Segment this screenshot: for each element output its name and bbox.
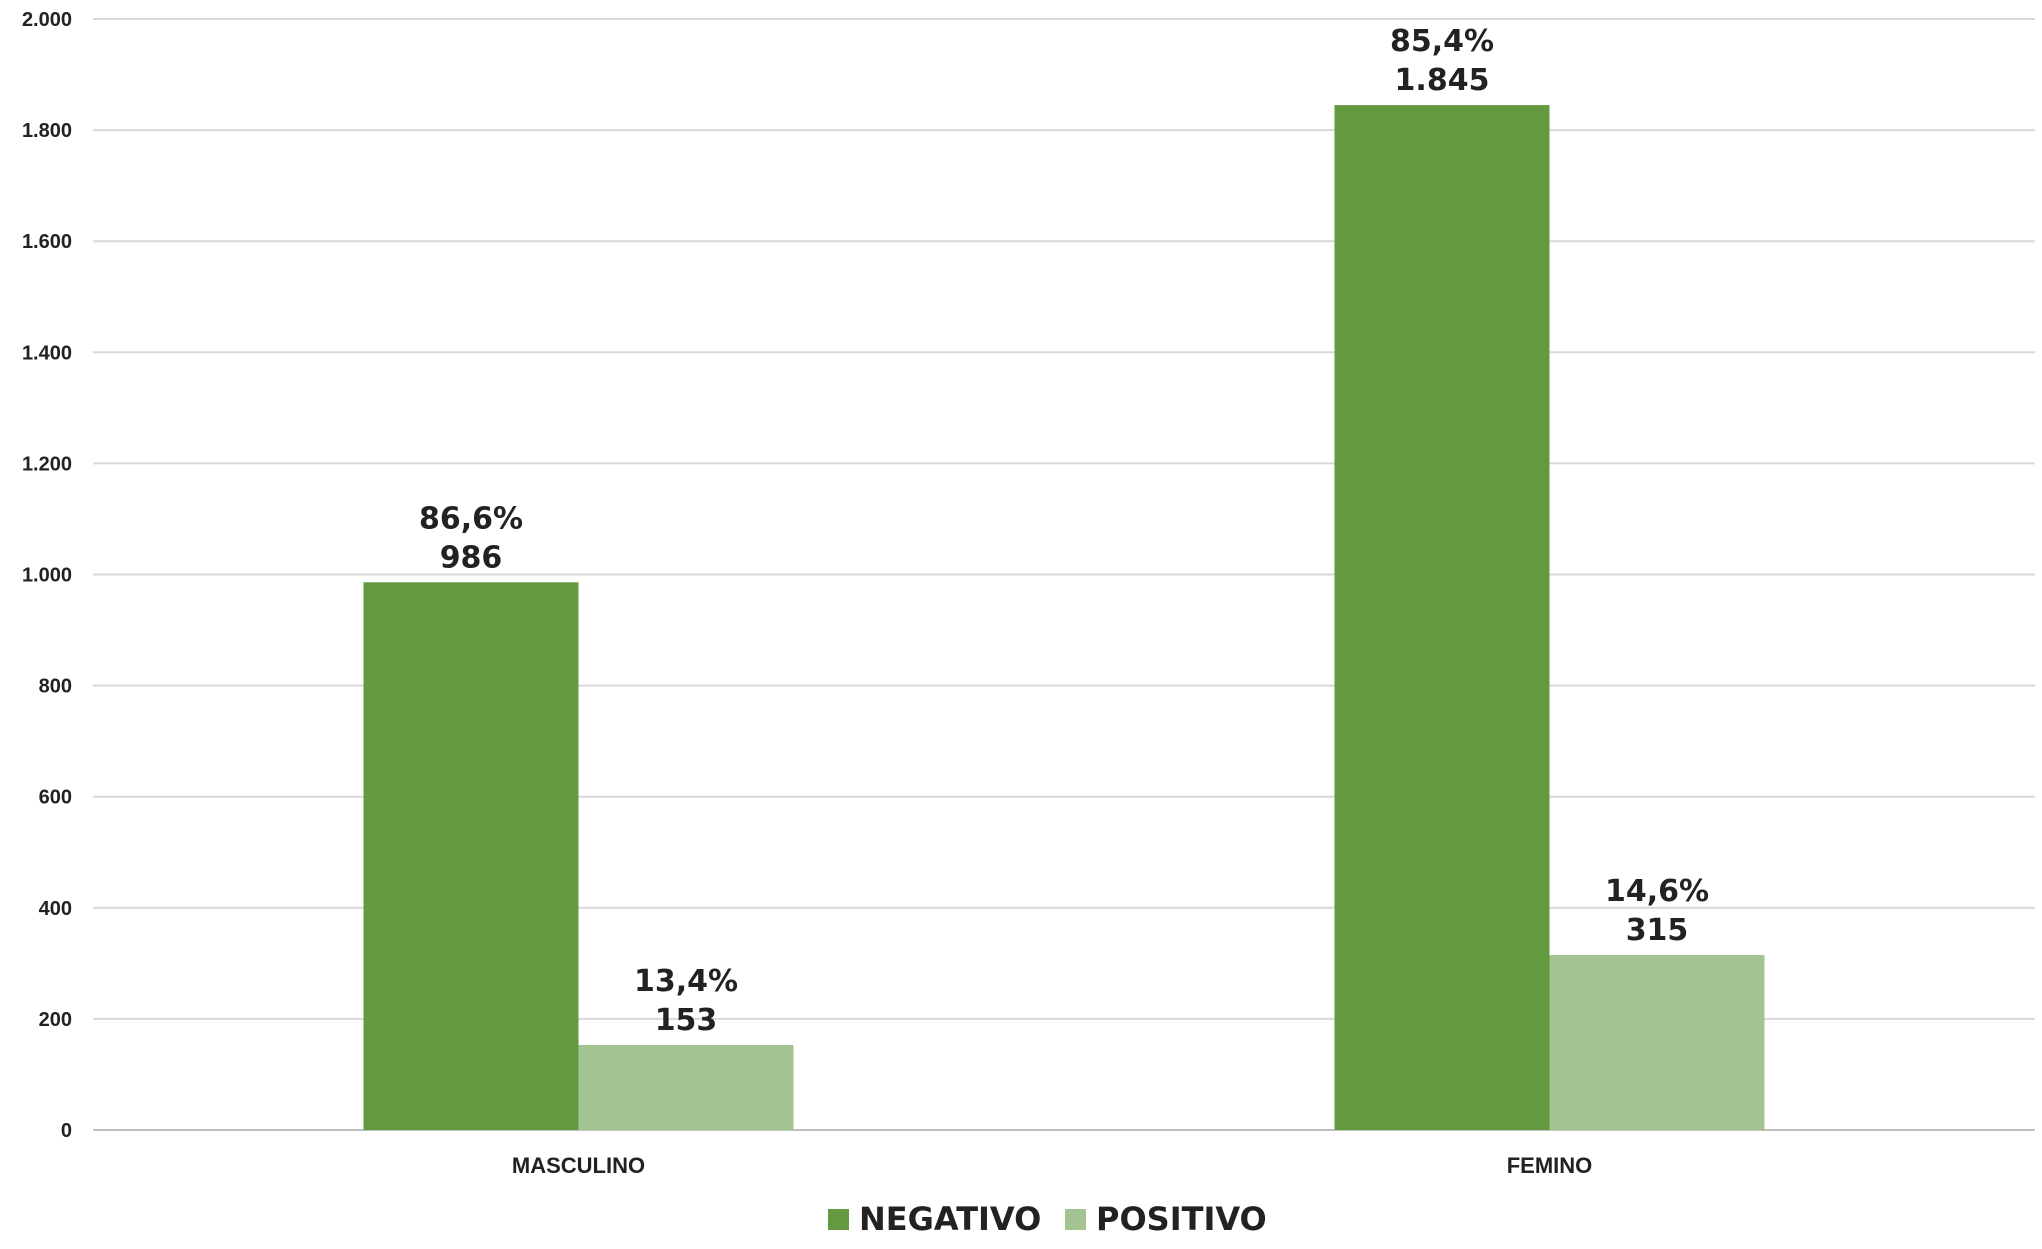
data-label-value: 986 (440, 540, 503, 575)
data-label-percent: 85,4% (1390, 24, 1494, 59)
y-axis-tick-labels: 0 200 400 600 800 1.000 1.200 1.400 1.600 1.800 2.… (22, 9, 72, 1142)
data-label-value: 315 (1626, 913, 1689, 948)
bars (363, 105, 1765, 1130)
data-label-value: 1.845 (1395, 63, 1490, 98)
data-label-value: 153 (655, 1003, 718, 1038)
y-tick-label: 800 (39, 676, 72, 698)
y-tick-label: 600 (39, 787, 72, 809)
data-label-percent: 14,6% (1605, 874, 1709, 909)
legend-swatch (828, 1209, 849, 1230)
bar-positivo-masculino (578, 1045, 794, 1130)
y-tick-label: 1.000 (22, 565, 72, 587)
bar-positivo-femino (1549, 955, 1765, 1130)
legend-label: NEGATIVO (859, 1200, 1041, 1238)
y-tick-label: 0 (61, 1120, 72, 1142)
legend: NEGATIVO POSITIVO (828, 1200, 1267, 1238)
data-label-percent: 86,6% (419, 501, 523, 536)
y-tick-label: 1.800 (22, 120, 72, 142)
bar-negativo-femino (1334, 105, 1550, 1130)
data-label-percent: 13,4% (634, 964, 738, 999)
y-tick-label: 400 (39, 898, 72, 920)
y-tick-label: 2.000 (22, 9, 72, 31)
bar-negativo-masculino (363, 582, 579, 1130)
y-tick-label: 1.400 (22, 342, 72, 364)
y-tick-label: 200 (39, 1009, 72, 1031)
x-category-label: MASCULINO (512, 1153, 645, 1178)
legend-label: POSITIVO (1096, 1200, 1267, 1238)
x-axis-category-labels: MASCULINO FEMINO (512, 1153, 1592, 1178)
legend-item-positivo: POSITIVO (1065, 1200, 1267, 1238)
x-category-label: FEMINO (1507, 1153, 1593, 1178)
legend-item-negativo: NEGATIVO (828, 1200, 1041, 1238)
y-tick-label: 1.200 (22, 453, 72, 475)
data-labels: 86,6% 986 13,4% 153 85,4% 1.845 14,6% 315 (419, 24, 1709, 1038)
legend-swatch (1065, 1209, 1086, 1230)
y-tick-label: 1.600 (22, 231, 72, 253)
